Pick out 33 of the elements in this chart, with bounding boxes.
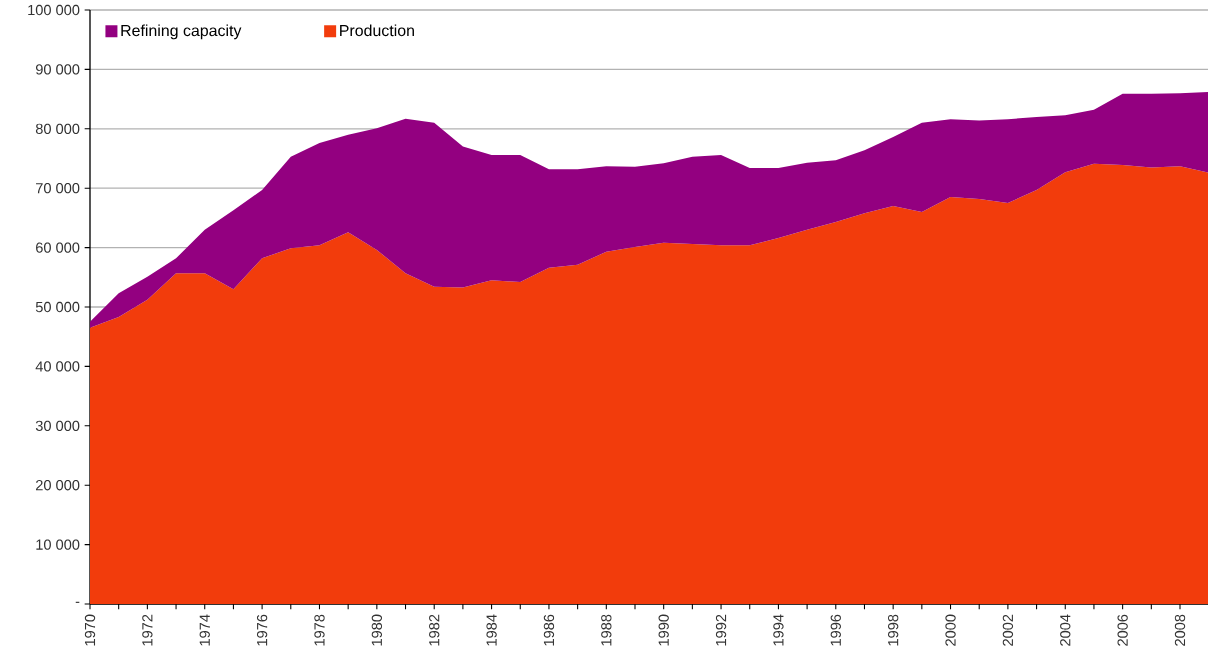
- x-tick-label: 1984: [486, 614, 497, 646]
- x-tick-label: 1976: [256, 614, 268, 646]
- y-tick-label: 100 000: [28, 4, 80, 16]
- x-tick-label: 1988: [601, 614, 612, 646]
- legend-label: Production: [340, 24, 414, 37]
- y-tick-label: 50 000: [35, 301, 80, 313]
- y-tick-label: 40 000: [35, 361, 80, 372]
- x-tick-label: 1986: [543, 614, 555, 646]
- x-tick-label: 1994: [773, 614, 784, 646]
- x-tick-label: 1972: [142, 614, 153, 646]
- x-tick-label: 1990: [658, 614, 669, 646]
- x-tick-label: 1992: [715, 614, 727, 646]
- x-tick-label: 2006: [1117, 614, 1128, 646]
- x-tick-label: 1974: [199, 614, 210, 646]
- x-tick-label: 1982: [429, 614, 440, 646]
- y-tick-label: 80 000: [35, 123, 80, 134]
- x-tick-label: 2000: [945, 614, 956, 646]
- x-tick-label: 2008: [1174, 614, 1186, 646]
- x-tick-label: 1970: [84, 614, 96, 646]
- y-tick-label: 90 000: [35, 64, 80, 75]
- y-tick-label: 60 000: [36, 242, 80, 253]
- legend-label: Refining capacity: [121, 24, 242, 40]
- x-tick-label: 1996: [830, 614, 841, 646]
- y-tick-label: 20 000: [36, 480, 80, 491]
- x-tick-label: 2002: [1002, 614, 1014, 646]
- y-tick-label: 30 000: [35, 420, 80, 431]
- x-tick-label: 1998: [888, 614, 899, 646]
- x-tick-label: 2004: [1060, 614, 1071, 646]
- x-tick-label: 1978: [314, 614, 325, 646]
- y-tick-label: -: [75, 601, 80, 603]
- x-tick-label: 1980: [371, 614, 383, 646]
- y-tick-label: 10 000: [36, 539, 80, 550]
- y-tick-label: 70 000: [36, 183, 80, 194]
